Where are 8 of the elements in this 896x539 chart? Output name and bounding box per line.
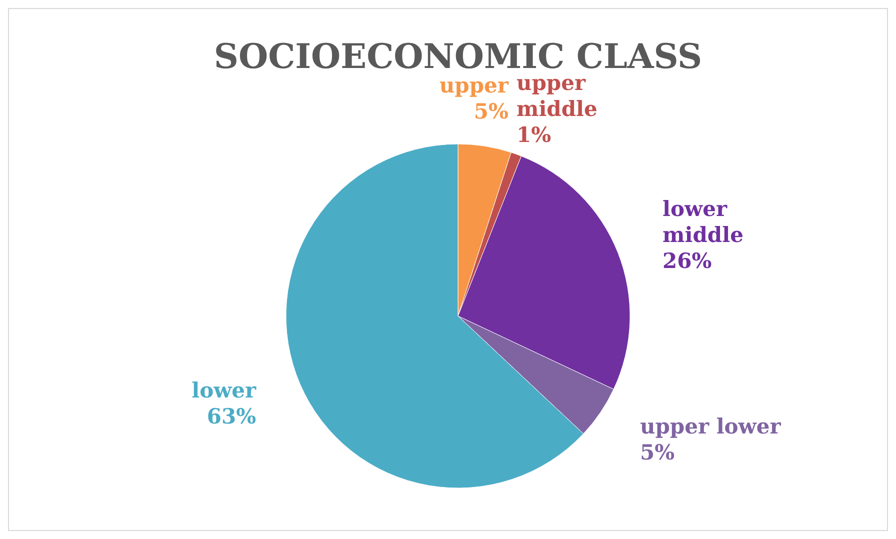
data-label: 63% [206, 403, 256, 428]
data-label: 5% [474, 98, 509, 124]
slice-label: upper lower [640, 414, 782, 439]
slice-label: lower middle [662, 196, 744, 248]
data-label: 1% [516, 122, 552, 148]
slice-label: lower [192, 377, 258, 402]
data-label: 5% [640, 440, 675, 465]
data-label: 26% [662, 248, 712, 274]
